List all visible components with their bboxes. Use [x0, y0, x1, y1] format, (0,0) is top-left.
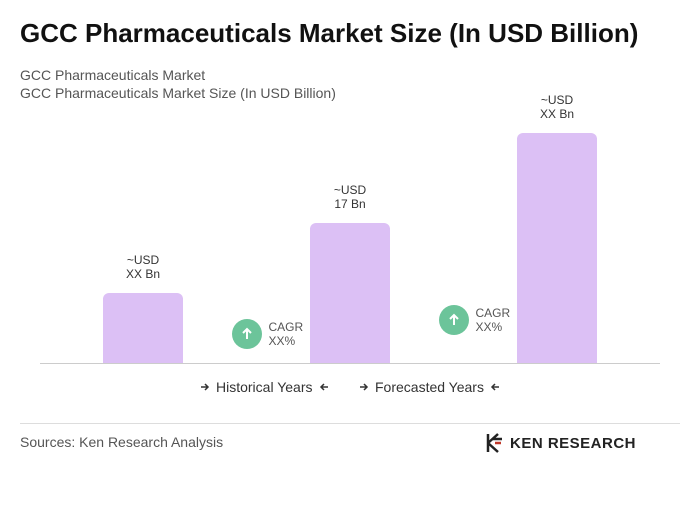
- value-label: ~USD 17 Bn: [333, 183, 367, 212]
- cagr-label: CAGR XX%: [475, 306, 511, 334]
- bar: [517, 133, 597, 363]
- y-label: GCC Pharmaceuticals Market Size (In USD …: [20, 85, 336, 101]
- brand-name: KEN RESEARCH: [510, 434, 637, 452]
- value-label: ~USD XX Bn: [125, 253, 161, 282]
- up-arrow: [448, 313, 459, 325]
- legend-label: Historical Years: [216, 379, 313, 395]
- bar: [103, 293, 183, 363]
- baseline: [40, 363, 660, 364]
- source: Sources: Ken Research Analysis: [20, 434, 224, 450]
- chart-title: GCC Pharmaceuticals Market Size (In USD …: [20, 18, 639, 48]
- divider: [20, 423, 680, 424]
- up-arrow: [241, 327, 252, 339]
- subtitle: GCC Pharmaceuticals Market: [20, 67, 206, 83]
- arrow-icon: [201, 383, 210, 391]
- arrow-icon: [490, 383, 499, 391]
- arrow-icon: [319, 383, 328, 391]
- brand-logo: KEN RESEARCH: [486, 433, 636, 453]
- bar: [310, 223, 390, 363]
- cagr-icon: [231, 319, 262, 349]
- cagr-label: CAGR XX%: [268, 320, 304, 348]
- legend-item: Historical Years: [200, 379, 329, 395]
- legend-item: Forecasted Years: [359, 379, 500, 395]
- logo-icon: [486, 433, 502, 453]
- arrow-icon: [360, 383, 369, 391]
- value-label: ~USD XX Bn: [539, 93, 575, 121]
- cagr-icon: [438, 305, 469, 335]
- legend-label: Forecasted Years: [375, 379, 484, 395]
